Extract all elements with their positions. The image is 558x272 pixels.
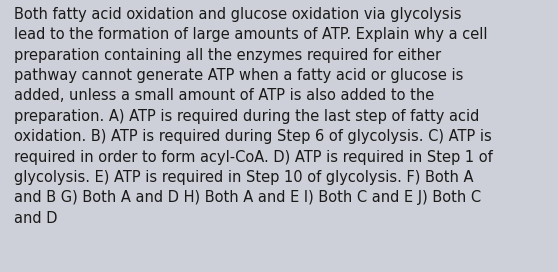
Text: Both fatty acid oxidation and glucose oxidation via glycolysis
lead to the forma: Both fatty acid oxidation and glucose ox… xyxy=(14,7,493,226)
